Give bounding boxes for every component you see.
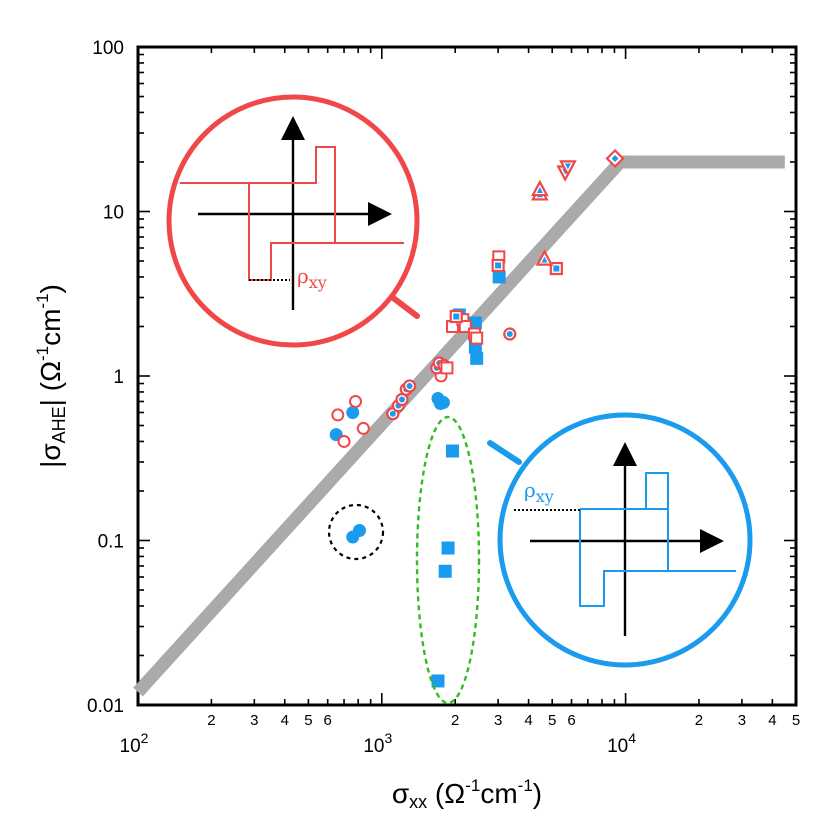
data-point-triangle-down-core [564,163,571,170]
green-dashed-ellipse [415,415,481,705]
data-point-square [431,674,445,688]
red-rho-label: ρxy [297,264,327,292]
data-point-circle [356,421,370,435]
data-point-square [441,541,455,555]
y-axis-title: |σAHE| (Ω-1cm-1) [33,284,69,468]
y-tick-label: 0.1 [98,532,124,553]
data-point-square [438,564,452,578]
data-point-circle [346,405,360,419]
data-point-circle [331,408,345,422]
data-point-square-core [453,313,460,320]
data-point-square [446,444,460,458]
blue-hysteresis-loop [579,472,736,607]
data-point-square [440,361,454,375]
data-point-square-core [553,265,560,272]
x-minor-tick-label: 4 [768,712,776,729]
blue-rho-label: ρxy [524,478,554,506]
x-major-tick-label: 102 [120,730,149,757]
blue-inset-hysteresis: ρxy [487,412,753,668]
data-points [329,148,625,688]
data-point-circle [352,524,366,538]
x-minor-tick-label: 5 [792,712,800,729]
data-point-circle [329,428,343,442]
blue-inset-pointer [487,440,522,465]
data-point-circle-core [398,396,405,403]
x-minor-tick-label: 4 [524,712,532,729]
x-axis-title: σxx (Ω-1cm-1) [392,776,542,812]
x-major-tick-label: 103 [363,730,392,757]
data-point-square [458,319,472,333]
x-minor-tick-label: 3 [738,712,746,729]
x-minor-tick-label: 3 [250,712,258,729]
black-dashed-circle [327,503,385,561]
y-tick-label: 100 [92,38,124,59]
x-minor-tick-label: 2 [695,712,703,729]
data-point-triangle-up-core [541,256,548,263]
data-point-circle [337,434,351,448]
data-point-square-core [495,262,502,269]
x-minor-tick-label: 2 [207,712,215,729]
red-inset-hysteresis: ρxy [166,94,420,348]
y-tick-label: 10 [103,203,124,224]
y-tick-label: 1 [113,367,124,388]
data-point-circle-core [506,331,513,338]
y-tick-label: 0.01 [87,696,124,717]
x-minor-tick-label: 6 [567,712,575,729]
data-point-square [470,331,484,345]
x-minor-tick-label: 4 [281,712,289,729]
x-major-tick-label: 104 [607,730,636,757]
data-point-circle [436,396,450,410]
data-point-circle-core [389,410,396,417]
data-point-diamond-core [611,154,619,162]
data-point-triangle-up-core [536,187,543,194]
x-minor-tick-label: 6 [324,712,332,729]
x-minor-tick-label: 5 [548,712,556,729]
x-minor-tick-label: 3 [494,712,502,729]
x-minor-tick-label: 5 [304,712,312,729]
data-point-circle-core [406,382,413,389]
data-point-circle [348,394,362,408]
x-minor-tick-label: 2 [451,712,459,729]
data-point-square [470,351,484,365]
data-point-square [492,270,506,284]
